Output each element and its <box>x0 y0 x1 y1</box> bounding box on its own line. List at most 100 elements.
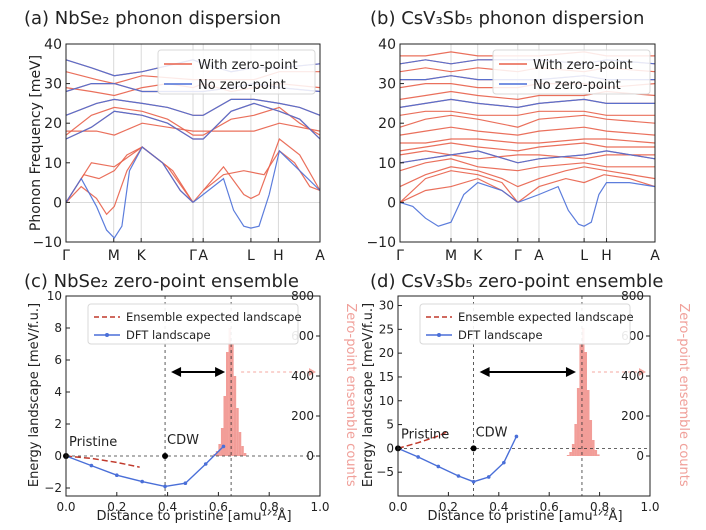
panel-d-hist-bar <box>587 390 590 456</box>
panel-b-ytick-label: 10 <box>378 156 396 172</box>
panel-c-ytick-label: 8 <box>54 321 62 335</box>
panel-d-expected-line <box>397 430 449 450</box>
panel-d: (d) CsV₃Sb₅ zero-point ensemble Energy l… <box>361 271 691 524</box>
panel-b-ytick-label: 30 <box>378 77 396 93</box>
panel-b-branch-zero-point <box>399 114 656 128</box>
panel-d-hist-bar <box>571 444 575 456</box>
panel-c-expected-line <box>65 455 140 468</box>
panel-d-hist-bar <box>581 328 585 456</box>
panel-a-ytick-label: −10 <box>32 235 62 251</box>
panel-c-dft-line <box>65 445 224 488</box>
panel-c-hist-bar <box>226 352 229 456</box>
panel-a-branch-zero-point <box>202 138 321 200</box>
panel-d-hist-bar <box>566 455 570 456</box>
panel-d-ytick-label: 0 <box>386 441 394 455</box>
panel-c: (c) NbSe₂ zero-point ensemble Energy lan… <box>24 271 358 524</box>
panel-d-hist-bar <box>597 454 600 456</box>
panel-a: (a) NbSe₂ phonon dispersion Phonon Frequ… <box>24 8 325 264</box>
panel-c-hist-bar <box>238 432 242 456</box>
panel-c-cdw-label: CDW <box>167 433 199 448</box>
panel-d-legend-marker <box>437 333 441 337</box>
panel-a-ytick-label: 10 <box>44 156 62 172</box>
panel-a-branch-zero-point <box>65 146 194 203</box>
panel-c-dft-point <box>183 481 188 486</box>
panel-c-arrow-head-left <box>171 367 182 377</box>
panel-d-dft-point <box>502 460 506 465</box>
panel-d-legend <box>419 303 631 345</box>
panel-d-pristine-label: Pristine <box>401 427 449 442</box>
panel-c-frame <box>65 295 321 497</box>
panel-b-branch-zero-point <box>399 170 519 203</box>
panel-a-legend-label: With zero-point <box>198 58 298 73</box>
panel-c-ytick-label: 10 <box>47 289 62 303</box>
panel-d-title: (d) CsV₃Sb₅ zero-point ensemble <box>370 271 663 292</box>
panel-d-ylabel: Energy landscape [meV/f.u.] <box>361 303 376 487</box>
panel-c-hist-bar <box>220 428 224 456</box>
panel-b-xtick-label: Γ <box>396 248 404 264</box>
panel-d-xtick-label: 0.6 <box>540 500 559 514</box>
panel-c-hist-bar <box>231 344 234 456</box>
panel-a-xtick-label: H <box>273 248 284 264</box>
panel-a-branch-no-zero-point <box>192 149 321 229</box>
panel-a-branch-no-zero-point <box>65 146 194 239</box>
panel-c-hist-bar <box>236 408 239 456</box>
panel-d-legend-label: Ensemble expected landscape <box>458 310 634 324</box>
panel-d-hist-bar <box>569 452 572 456</box>
panel-c-ylabel-right: Zero-point ensemble counts <box>343 303 358 486</box>
panel-c-hist-bar <box>223 396 227 456</box>
panel-c-ylabel: Energy landscape [meV/f.u.] <box>27 303 42 487</box>
panel-d-cdw-label: CDW <box>476 425 508 440</box>
panel-d-ytick-right-label: 200 <box>621 409 644 423</box>
panel-c-legend-label: Ensemble expected landscape <box>126 310 302 324</box>
panel-d-xtick-label: 1.0 <box>640 500 659 514</box>
panel-c-ytick-label: 6 <box>54 353 62 367</box>
panel-d-ytick-right-label: 0 <box>636 449 644 463</box>
panel-b-legend-label: No zero-point <box>533 78 621 93</box>
panel-b-branch-zero-point <box>399 142 655 152</box>
panel-b-branch-zero-point <box>517 174 656 203</box>
panel-d-hist-bar <box>592 440 595 456</box>
panel-d-hist-bar <box>584 352 587 456</box>
panel-d-dft-point <box>514 434 519 439</box>
panel-a-frame <box>65 43 321 243</box>
panel-c-dft-point <box>140 479 144 484</box>
panel-a-branch-no-zero-point <box>65 98 321 116</box>
panel-d-xtick-label: 0.4 <box>489 500 508 514</box>
panel-c-ytick-right-label: 400 <box>291 369 314 383</box>
panel-c-xtick-label: 0.6 <box>209 500 228 514</box>
panel-c-hist-bar <box>241 446 244 456</box>
panel-c-dft-point <box>203 462 208 466</box>
panel-d-hist-bar <box>576 388 580 456</box>
panel-b-branch-no-zero-point <box>399 150 656 164</box>
panel-b-ytick-label: 40 <box>378 37 396 53</box>
panel-c-ytick-label: 0 <box>54 449 62 463</box>
panel-d-hist-bar <box>574 424 577 456</box>
panel-b-branch-no-zero-point <box>399 98 655 109</box>
panel-a-branch-zero-point <box>65 106 321 136</box>
panel-c-dft-point <box>221 444 226 449</box>
panel-c-xlabel: Distance to pristine [amu¹ᐟ²Å] <box>96 508 291 524</box>
panel-c-ytick-label: 2 <box>54 417 62 431</box>
panel-a-xtick-label: Γ <box>62 248 70 264</box>
panel-b-branch-zero-point <box>399 126 656 136</box>
panel-b-xtick-label: H <box>601 248 612 264</box>
panel-b-xtick-label: K <box>473 248 483 264</box>
panel-d-xtick-label: 0.8 <box>590 500 609 514</box>
panel-d-arrow-head-right <box>565 367 576 377</box>
panel-a-ytick-label: 20 <box>44 116 62 132</box>
panel-b-branch-zero-point <box>399 110 655 116</box>
panel-c-xtick-label: 0.4 <box>158 500 177 514</box>
panel-d-dft-point <box>486 475 491 479</box>
panel-c-hist-bar <box>243 453 247 456</box>
panel-c-xtick-label: 0.0 <box>56 500 75 514</box>
panel-a-branch-zero-point <box>192 150 321 203</box>
panel-c-hist-bar <box>228 328 232 456</box>
panel-c-xtick-label: 0.2 <box>107 500 126 514</box>
panel-d-frame <box>397 295 651 497</box>
panel-b-xtick-label: A <box>650 248 660 264</box>
panel-b-branch-zero-point <box>399 166 656 188</box>
panel-c-legend-label: DFT landscape <box>126 328 211 342</box>
panel-c-ytick-label: −2 <box>44 481 62 495</box>
panel-d-ytick-right-label: 400 <box>621 369 644 383</box>
